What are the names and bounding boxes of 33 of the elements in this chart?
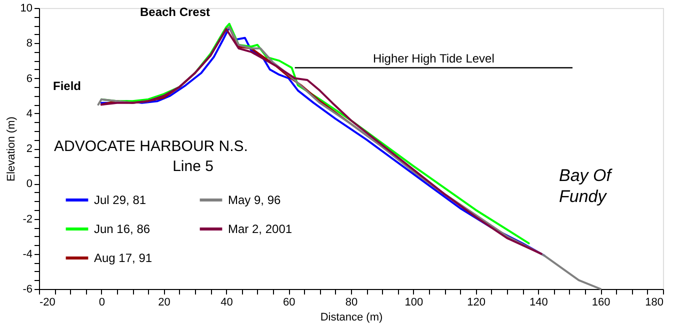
y-tick-label: -4 bbox=[22, 248, 32, 260]
legend-label: Jun 16, 86 bbox=[94, 222, 150, 236]
annotation: Field bbox=[53, 79, 82, 93]
y-tick-label: 6 bbox=[26, 72, 32, 85]
x-tick-label: 80 bbox=[345, 296, 358, 308]
legend-label: Mar 2, 2001 bbox=[228, 222, 292, 236]
x-tick-label: 140 bbox=[530, 296, 548, 308]
y-tick-label: 4 bbox=[26, 108, 32, 120]
x-tick-label: 160 bbox=[592, 296, 610, 308]
y-tick-label: -2 bbox=[22, 213, 32, 226]
legend-label: Aug 17, 91 bbox=[94, 251, 152, 265]
x-axis-title: Distance (m) bbox=[320, 312, 383, 324]
text: ADVOCATE HARBOUR N.S. bbox=[54, 138, 248, 155]
legend-label: May 9, 96 bbox=[228, 193, 282, 207]
y-axis-title: Elevation (m) bbox=[5, 116, 18, 182]
x-tick-label: 120 bbox=[467, 296, 486, 308]
x-tick-label: 180 bbox=[645, 296, 664, 308]
text: Line 5 bbox=[172, 158, 214, 175]
x-tick-label: 0 bbox=[98, 296, 105, 308]
y-tick-label: -6 bbox=[22, 284, 32, 296]
y-tick-label: 10 bbox=[20, 2, 32, 14]
x-tick-label: -20 bbox=[40, 296, 56, 308]
series-label: Higher High Tide Level bbox=[372, 52, 494, 66]
y-tick-label: 8 bbox=[26, 38, 32, 50]
legend-label: Jul 29, 81 bbox=[94, 193, 146, 207]
annotation: Bay Of Fundy bbox=[559, 166, 614, 206]
x-tick-label: 40 bbox=[220, 296, 233, 308]
x-tick-label: 20 bbox=[158, 296, 170, 308]
annotation: Beach Crest bbox=[140, 5, 210, 19]
y-tick-label: 0 bbox=[26, 178, 32, 190]
y-tick-label: 2 bbox=[26, 143, 32, 155]
x-tick-label: 100 bbox=[404, 296, 424, 308]
x-tick-label: 60 bbox=[282, 296, 296, 308]
